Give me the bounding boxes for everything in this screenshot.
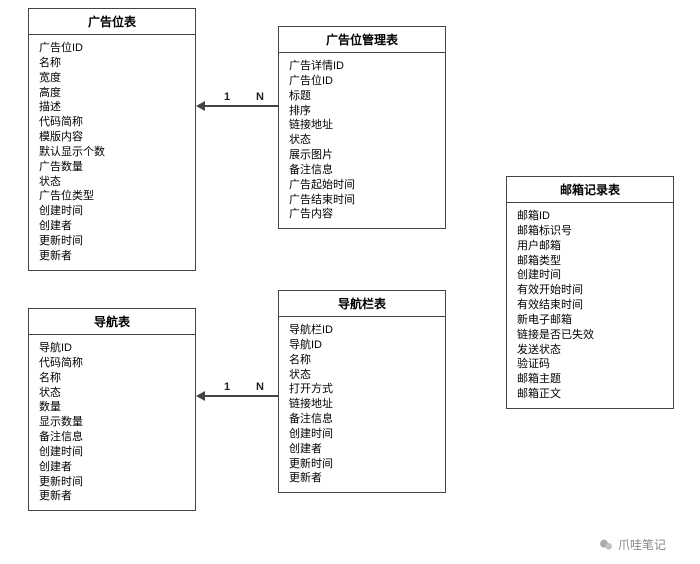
entity-field: 新电子邮箱 bbox=[517, 313, 663, 328]
entity-field: 链接地址 bbox=[289, 397, 435, 412]
entity-field: 默认显示个数 bbox=[39, 145, 185, 160]
entity-field: 备注信息 bbox=[289, 163, 435, 178]
entity-field: 创建时间 bbox=[517, 268, 663, 283]
entity-field: 创建时间 bbox=[289, 427, 435, 442]
entity-field: 验证码 bbox=[517, 357, 663, 372]
entity-field: 备注信息 bbox=[289, 412, 435, 427]
entity-field: 名称 bbox=[289, 353, 435, 368]
entity-nav: 导航表导航ID代码简称名称状态数量显示数量备注信息创建时间创建者更新时间更新者 bbox=[28, 308, 196, 511]
cardinality-label: N bbox=[256, 91, 264, 103]
entity-field: 发送状态 bbox=[517, 343, 663, 358]
relationship-line bbox=[204, 395, 278, 397]
entity-field: 导航ID bbox=[289, 338, 435, 353]
entity-ad_slot: 广告位表广告位ID名称宽度高度描述代码简称模版内容默认显示个数广告数量状态广告位… bbox=[28, 8, 196, 271]
entity-field: 广告结束时间 bbox=[289, 193, 435, 208]
entity-title: 导航表 bbox=[29, 309, 195, 335]
entity-field: 创建者 bbox=[39, 219, 185, 234]
entity-title: 导航栏表 bbox=[279, 291, 445, 317]
entity-fields: 广告位ID名称宽度高度描述代码简称模版内容默认显示个数广告数量状态广告位类型创建… bbox=[29, 35, 195, 270]
entity-field: 导航栏ID bbox=[289, 323, 435, 338]
entity-fields: 广告详情ID广告位ID标题排序链接地址状态展示图片备注信息广告起始时间广告结束时… bbox=[279, 53, 445, 228]
arrowhead-icon bbox=[196, 391, 205, 401]
entity-field: 状态 bbox=[289, 133, 435, 148]
entity-mailbox: 邮箱记录表邮箱ID邮箱标识号用户邮箱邮箱类型创建时间有效开始时间有效结束时间新电… bbox=[506, 176, 674, 409]
entity-field: 广告位ID bbox=[39, 41, 185, 56]
watermark-text: 爪哇笔记 bbox=[618, 536, 666, 553]
entity-title: 广告位管理表 bbox=[279, 27, 445, 53]
entity-field: 展示图片 bbox=[289, 148, 435, 163]
entity-field: 用户邮箱 bbox=[517, 239, 663, 254]
entity-field: 邮箱正文 bbox=[517, 387, 663, 402]
entity-field: 宽度 bbox=[39, 71, 185, 86]
entity-field: 打开方式 bbox=[289, 382, 435, 397]
entity-field: 邮箱标识号 bbox=[517, 224, 663, 239]
entity-field: 模版内容 bbox=[39, 130, 185, 145]
arrowhead-icon bbox=[196, 101, 205, 111]
entity-field: 描述 bbox=[39, 100, 185, 115]
entity-fields: 邮箱ID邮箱标识号用户邮箱邮箱类型创建时间有效开始时间有效结束时间新电子邮箱链接… bbox=[507, 203, 673, 408]
entity-field: 更新者 bbox=[289, 471, 435, 486]
entity-field: 标题 bbox=[289, 89, 435, 104]
entity-field: 状态 bbox=[39, 386, 185, 401]
entity-field: 广告数量 bbox=[39, 160, 185, 175]
entity-field: 更新者 bbox=[39, 249, 185, 264]
entity-title: 广告位表 bbox=[29, 9, 195, 35]
entity-field: 更新时间 bbox=[39, 234, 185, 249]
entity-field: 广告内容 bbox=[289, 207, 435, 222]
entity-field: 名称 bbox=[39, 56, 185, 71]
wechat-icon bbox=[598, 537, 614, 553]
entity-field: 状态 bbox=[39, 175, 185, 190]
cardinality-label: 1 bbox=[224, 381, 230, 393]
entity-fields: 导航栏ID导航ID名称状态打开方式链接地址备注信息创建时间创建者更新时间更新者 bbox=[279, 317, 445, 492]
entity-field: 邮箱主题 bbox=[517, 372, 663, 387]
relationship-line bbox=[204, 105, 278, 107]
entity-field: 名称 bbox=[39, 371, 185, 386]
entity-title: 邮箱记录表 bbox=[507, 177, 673, 203]
entity-field: 广告位ID bbox=[289, 74, 435, 89]
entity-navbar: 导航栏表导航栏ID导航ID名称状态打开方式链接地址备注信息创建时间创建者更新时间… bbox=[278, 290, 446, 493]
entity-field: 邮箱类型 bbox=[517, 254, 663, 269]
entity-field: 代码简称 bbox=[39, 115, 185, 130]
entity-field: 高度 bbox=[39, 86, 185, 101]
entity-field: 创建时间 bbox=[39, 204, 185, 219]
entity-field: 更新时间 bbox=[39, 475, 185, 490]
entity-field: 广告详情ID bbox=[289, 59, 435, 74]
entity-field: 导航ID bbox=[39, 341, 185, 356]
entity-ad_slot_mgmt: 广告位管理表广告详情ID广告位ID标题排序链接地址状态展示图片备注信息广告起始时… bbox=[278, 26, 446, 229]
entity-field: 更新时间 bbox=[289, 457, 435, 472]
entity-field: 有效结束时间 bbox=[517, 298, 663, 313]
entity-field: 备注信息 bbox=[39, 430, 185, 445]
entity-field: 更新者 bbox=[39, 489, 185, 504]
entity-field: 广告位类型 bbox=[39, 189, 185, 204]
entity-field: 链接地址 bbox=[289, 118, 435, 133]
entity-field: 创建者 bbox=[289, 442, 435, 457]
entity-field: 链接是否已失效 bbox=[517, 328, 663, 343]
entity-field: 邮箱ID bbox=[517, 209, 663, 224]
entity-field: 广告起始时间 bbox=[289, 178, 435, 193]
entity-field: 显示数量 bbox=[39, 415, 185, 430]
entity-field: 有效开始时间 bbox=[517, 283, 663, 298]
watermark: 爪哇笔记 bbox=[598, 536, 666, 553]
entity-field: 排序 bbox=[289, 104, 435, 119]
cardinality-label: 1 bbox=[224, 91, 230, 103]
entity-field: 状态 bbox=[289, 368, 435, 383]
entity-field: 创建者 bbox=[39, 460, 185, 475]
entity-field: 创建时间 bbox=[39, 445, 185, 460]
entity-fields: 导航ID代码简称名称状态数量显示数量备注信息创建时间创建者更新时间更新者 bbox=[29, 335, 195, 510]
entity-field: 数量 bbox=[39, 400, 185, 415]
cardinality-label: N bbox=[256, 381, 264, 393]
entity-field: 代码简称 bbox=[39, 356, 185, 371]
